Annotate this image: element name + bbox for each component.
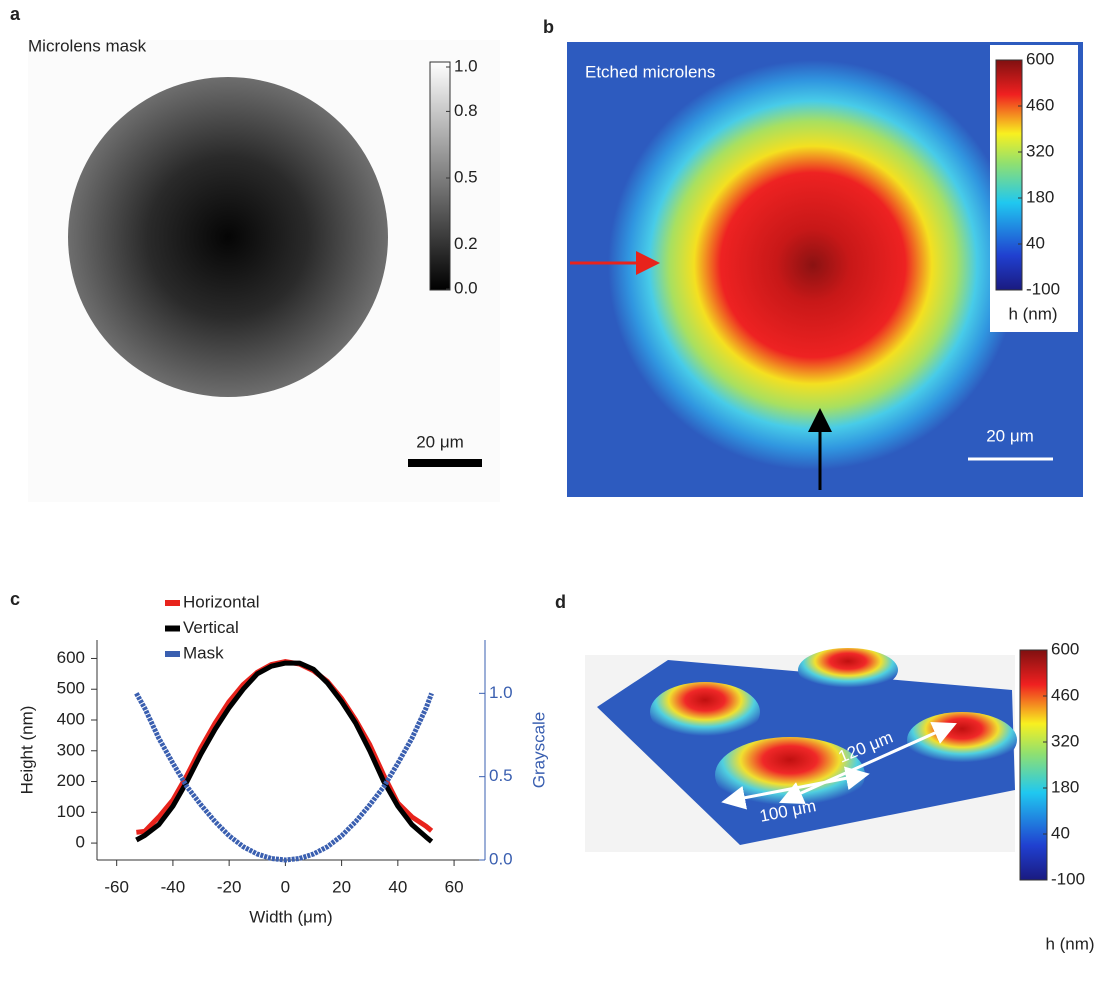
panel-label: b — [543, 17, 554, 37]
y-tick-label: 400 — [57, 709, 85, 728]
x-tick-label: -60 — [104, 877, 129, 896]
panel-label: a — [10, 4, 21, 24]
x-tick-label: -20 — [217, 877, 242, 896]
colorbar-tick-label: 320 — [1051, 731, 1079, 750]
x-axis-label: Width (μm) — [249, 907, 332, 926]
colorbar-tick-label: -100 — [1026, 279, 1060, 298]
colorbar-tick-label: 0.8 — [454, 101, 478, 120]
y-tick-label: 500 — [57, 679, 85, 698]
colorbar — [996, 60, 1022, 290]
x-tick-label: 60 — [445, 877, 464, 896]
colorbar-tick-label: 40 — [1051, 823, 1070, 842]
colorbar-tick-label: 600 — [1051, 639, 1079, 658]
colorbar-tick-label: 40 — [1026, 233, 1045, 252]
y-tick-label: 200 — [57, 771, 85, 790]
y2-tick-label: 0.5 — [489, 766, 513, 785]
colorbar-tick-label: 180 — [1051, 777, 1079, 796]
scale-bar-label: 20 μm — [986, 426, 1034, 445]
lens-bump — [798, 648, 898, 692]
y-axis-label: Height (nm) — [17, 706, 36, 795]
x-tick-label: 0 — [281, 877, 290, 896]
lens-profile — [608, 60, 1018, 470]
colorbar-label: h (nm) — [1045, 934, 1094, 953]
colorbar — [430, 62, 450, 290]
panel-title: Microlens mask — [28, 36, 147, 55]
scale-bar-label: 20 μm — [416, 432, 464, 451]
figure: a Microlens mask 20 μm b Etched microlen… — [0, 0, 1105, 1008]
colorbar-tick-label: 0.5 — [454, 167, 478, 186]
legend-label: Mask — [183, 643, 224, 662]
series-line — [136, 662, 431, 833]
y2-tick-label: 1.0 — [489, 683, 513, 702]
colorbar — [1020, 650, 1047, 880]
colorbar-tick-label: 600 — [1026, 49, 1054, 68]
colorbar-label: h (nm) — [1008, 304, 1057, 323]
colorbar-tick-label: 180 — [1026, 187, 1054, 206]
y-tick-label: 0 — [76, 833, 85, 852]
lens-bump — [907, 712, 1017, 768]
y2-tick-label: 0.0 — [489, 849, 513, 868]
y-tick-label: 100 — [57, 802, 85, 821]
x-tick-label: 40 — [388, 877, 407, 896]
panel-label: c — [10, 589, 20, 609]
x-tick-label: -40 — [161, 877, 186, 896]
x-tick-label: 20 — [332, 877, 351, 896]
legend-label: Vertical — [183, 618, 239, 637]
colorbar-tick-label: 1.0 — [454, 56, 478, 75]
series-line — [136, 663, 431, 841]
colorbar-tick-label: 0.2 — [454, 234, 478, 253]
panel-title: Etched microlens — [585, 62, 715, 81]
y2-axis-label: Grayscale — [529, 712, 548, 789]
panel-label: d — [555, 592, 566, 612]
mask-disc — [68, 77, 388, 397]
colorbar-tick-label: 0.0 — [454, 278, 478, 297]
legend-label: Horizontal — [183, 592, 260, 611]
y-tick-label: 300 — [57, 740, 85, 759]
colorbar-tick-label: 320 — [1026, 141, 1054, 160]
colorbar-tick-label: -100 — [1051, 869, 1085, 888]
lens-bump — [650, 682, 760, 742]
series-line — [136, 693, 431, 860]
colorbar-tick-label: 460 — [1026, 95, 1054, 114]
colorbar-tick-label: 460 — [1051, 685, 1079, 704]
y-tick-label: 600 — [57, 648, 85, 667]
